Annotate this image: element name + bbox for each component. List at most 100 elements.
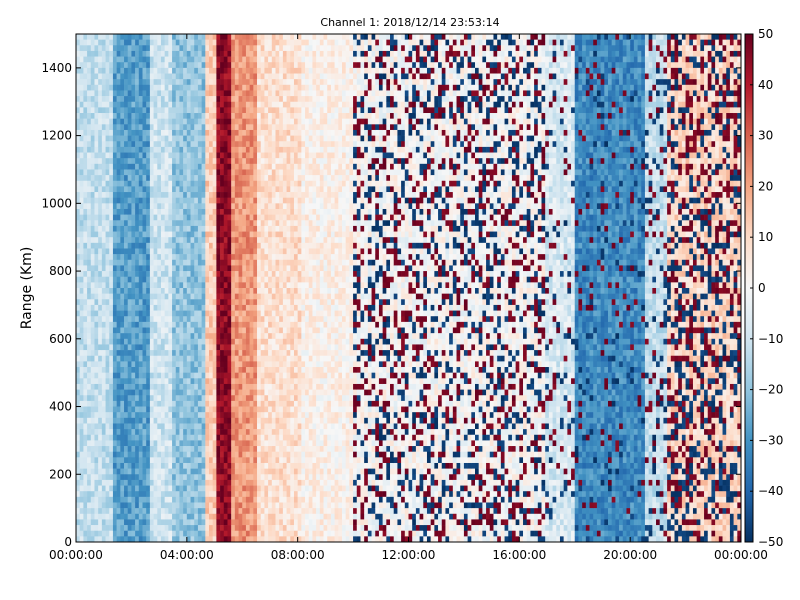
- heatmap-cell: [268, 485, 273, 492]
- heatmap-cell: [87, 197, 92, 204]
- heatmap-cell: [124, 169, 129, 176]
- heatmap-cell: [87, 400, 92, 407]
- heatmap-cell: [124, 62, 129, 69]
- heatmap-cell: [201, 316, 206, 323]
- heatmap-cell: [268, 440, 273, 447]
- heatmap-cell: [90, 536, 95, 543]
- heatmap-cell: [260, 180, 265, 187]
- heatmap-cell: [138, 242, 143, 249]
- heatmap-cell: [131, 214, 136, 221]
- heatmap-cell: [234, 327, 239, 334]
- heatmap-cell: [135, 56, 140, 63]
- heatmap-cell: [112, 282, 117, 289]
- heatmap-cell: [231, 468, 236, 475]
- heatmap-cell: [238, 163, 243, 170]
- heatmap-cell: [105, 152, 110, 159]
- heatmap-cell: [124, 440, 129, 447]
- heatmap-cell: [149, 333, 154, 340]
- heatmap-cell: [179, 50, 184, 57]
- heatmap-cell: [257, 491, 262, 498]
- heatmap-cell: [146, 118, 151, 125]
- heatmap-cell: [279, 73, 284, 80]
- heatmap-cell: [260, 163, 265, 170]
- heatmap-cell: [253, 180, 258, 187]
- heatmap-cell: [183, 141, 188, 148]
- heatmap-cell: [149, 135, 154, 142]
- heatmap-cell: [90, 276, 95, 283]
- heatmap-cell: [153, 462, 158, 469]
- heatmap-cell: [142, 73, 147, 80]
- heatmap-cell: [168, 242, 173, 249]
- heatmap-cell: [79, 259, 84, 266]
- heatmap-cell: [268, 282, 273, 289]
- heatmap-cell: [197, 62, 202, 69]
- heatmap-cell: [131, 508, 136, 515]
- heatmap-cell: [183, 361, 188, 368]
- heatmap-cell: [238, 231, 243, 238]
- heatmap-cell: [157, 220, 162, 227]
- heatmap-cell: [205, 163, 210, 170]
- heatmap-cell: [112, 39, 117, 46]
- heatmap-cell: [120, 254, 125, 261]
- heatmap-cell: [238, 496, 243, 503]
- heatmap-cell: [220, 169, 225, 176]
- heatmap-cell: [209, 203, 213, 210]
- heatmap-cell: [94, 400, 99, 407]
- heatmap-cell: [216, 468, 221, 475]
- heatmap-cell: [212, 468, 217, 475]
- heatmap-cell: [109, 299, 114, 306]
- heatmap-cell: [149, 141, 154, 148]
- heatmap-cell: [98, 141, 103, 148]
- heatmap-cell: [238, 208, 243, 215]
- heatmap-cell: [179, 389, 184, 396]
- heatmap-cell: [160, 79, 165, 86]
- heatmap-cell: [260, 45, 265, 52]
- heatmap-cell: [231, 192, 236, 198]
- heatmap-cell: [268, 429, 273, 436]
- heatmap-cell: [112, 50, 117, 57]
- heatmap-cell: [135, 180, 140, 187]
- heatmap-cell: [98, 434, 103, 441]
- heatmap-cell: [223, 327, 228, 334]
- heatmap-cell: [212, 79, 217, 86]
- heatmap-cell: [83, 62, 88, 69]
- heatmap-cell: [205, 220, 210, 227]
- heatmap-cell: [142, 350, 147, 357]
- heatmap-cell: [76, 508, 80, 515]
- heatmap-cell: [257, 316, 262, 323]
- heatmap-cell: [249, 429, 254, 436]
- heatmap-cell: [227, 310, 232, 317]
- heatmap-cell: [260, 395, 265, 402]
- heatmap-cell: [190, 367, 195, 373]
- heatmap-cell: [164, 129, 169, 136]
- heatmap-cell: [212, 288, 217, 294]
- heatmap-cell: [238, 372, 243, 379]
- heatmap-cell: [220, 180, 225, 187]
- heatmap-cell: [127, 536, 132, 543]
- heatmap-cell: [83, 304, 88, 311]
- heatmap-cell: [179, 84, 184, 91]
- heatmap-cell: [168, 389, 173, 396]
- heatmap-cell: [98, 158, 103, 165]
- heatmap-cell: [116, 519, 121, 526]
- heatmap-cell: [234, 406, 239, 413]
- heatmap-cell: [268, 254, 273, 261]
- heatmap-cell: [131, 367, 136, 373]
- heatmap-cell: [101, 513, 106, 520]
- heatmap-cell: [234, 513, 239, 520]
- heatmap-cell: [135, 372, 140, 379]
- heatmap-cell: [257, 96, 262, 103]
- heatmap-cell: [105, 79, 110, 86]
- heatmap-cell: [112, 231, 117, 238]
- heatmap-cell: [87, 288, 92, 294]
- heatmap-cell: [231, 67, 236, 74]
- heatmap-cell: [142, 423, 147, 430]
- heatmap-cell: [186, 67, 191, 74]
- heatmap-cell: [94, 457, 99, 464]
- heatmap-cell: [135, 333, 140, 340]
- heatmap-cell: [209, 485, 213, 492]
- heatmap-cell: [257, 208, 262, 215]
- heatmap-cell: [223, 361, 228, 368]
- heatmap-cell: [220, 479, 225, 486]
